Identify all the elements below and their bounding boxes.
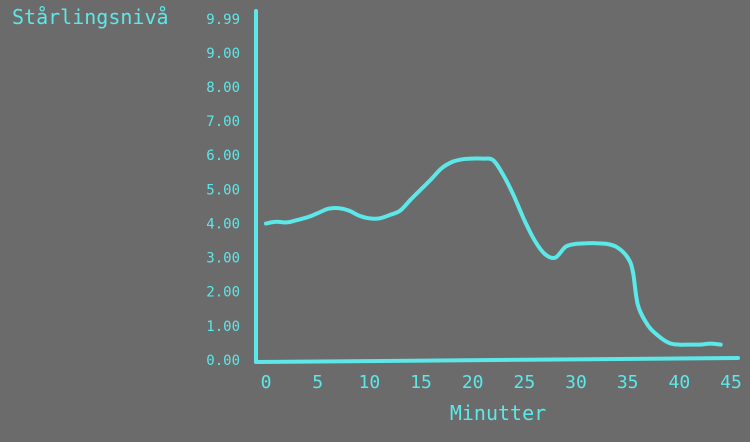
y-tick-label: 9.99 <box>206 12 240 28</box>
series-line <box>264 156 723 347</box>
y-tick-label: 0.00 <box>206 353 240 369</box>
y-tick-label: 7.00 <box>206 114 240 130</box>
y-tick-label: 6.00 <box>206 148 240 164</box>
y-tick-label: 3.00 <box>206 251 240 267</box>
x-axis <box>254 356 740 364</box>
y-tick-label: 1.00 <box>206 319 240 335</box>
y-tick-label: 4.00 <box>206 216 240 232</box>
x-tick-label: 35 <box>617 372 639 393</box>
x-axis-label: Minutter <box>450 401 546 425</box>
x-tick-label: 25 <box>513 372 535 393</box>
x-tick-label: 45 <box>720 372 742 393</box>
x-tick-label: 15 <box>410 372 432 393</box>
y-tick-label: 5.00 <box>206 182 240 198</box>
x-tick-label: 40 <box>668 372 690 393</box>
x-tick-label: 5 <box>312 372 323 393</box>
y-tick-label: 9.00 <box>206 46 240 62</box>
x-tick-label: 20 <box>462 372 484 393</box>
y-tick-label: 2.00 <box>206 285 240 301</box>
y-tick-label: 8.00 <box>206 80 240 96</box>
x-tick-label: 0 <box>261 372 272 393</box>
y-axis-label: Stårlingsnivå <box>12 5 169 29</box>
x-tick-label: 10 <box>358 372 380 393</box>
x-tick-label: 30 <box>565 372 587 393</box>
